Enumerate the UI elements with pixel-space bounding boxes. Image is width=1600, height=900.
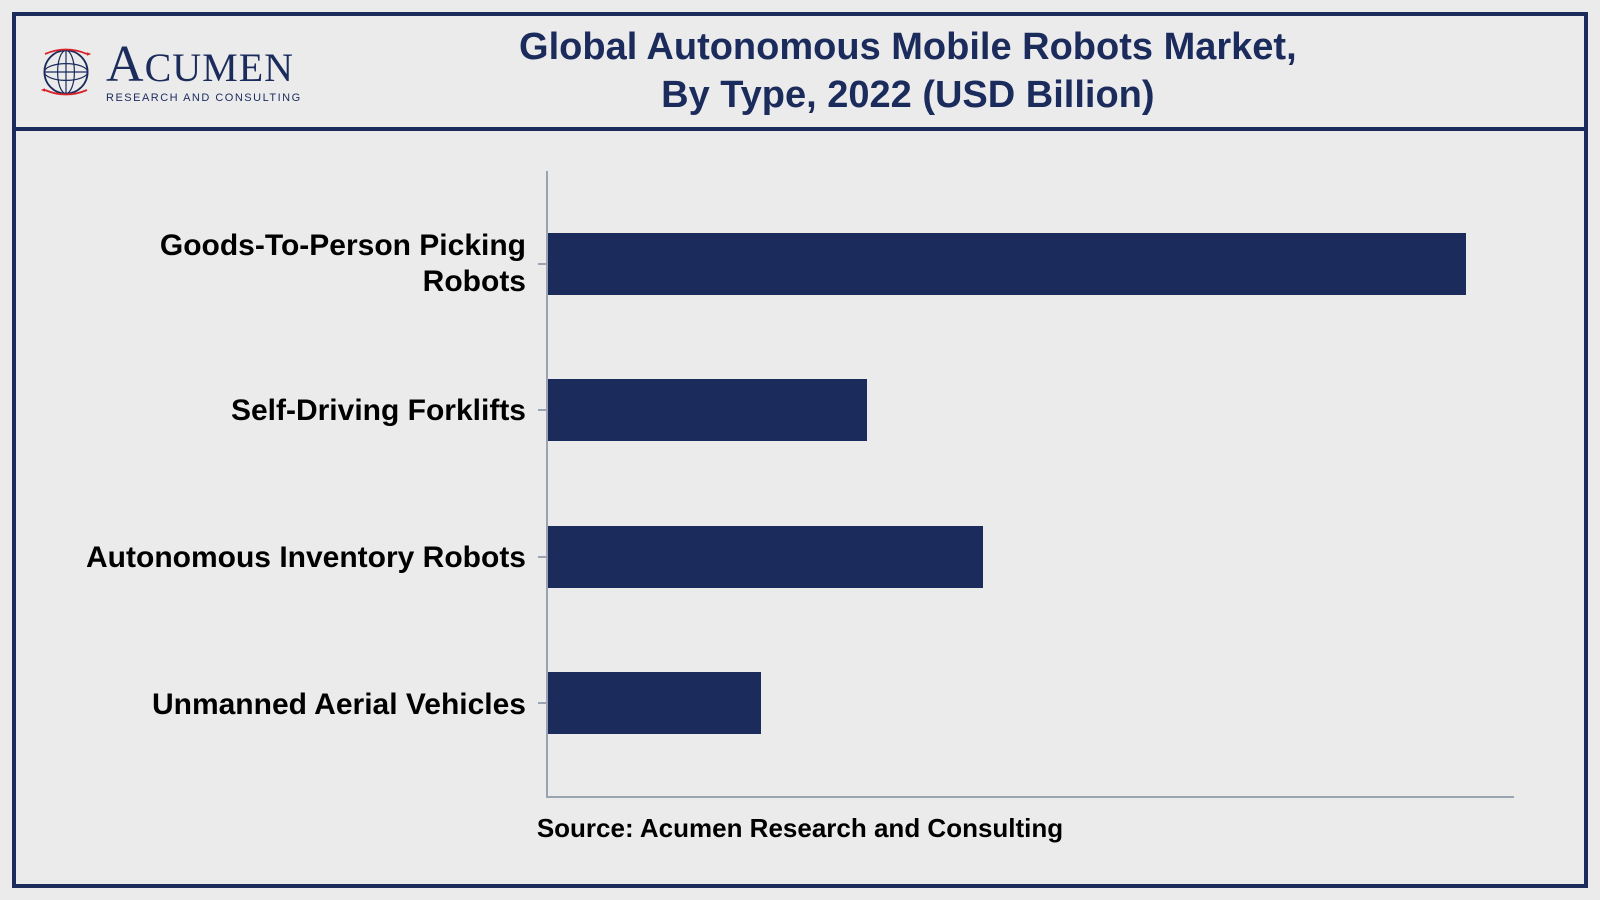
- axis-tick: [538, 409, 548, 411]
- brand-name: ACUMEN: [106, 39, 302, 91]
- axis-tick: [538, 263, 548, 265]
- bar: [548, 526, 983, 588]
- bar: [548, 233, 1466, 295]
- category-label: Autonomous Inventory Robots: [86, 488, 546, 628]
- title-line-1: Global Autonomous Mobile Robots Market,: [332, 24, 1484, 72]
- title-line-2: By Type, 2022 (USD Billion): [332, 72, 1484, 120]
- brand-tagline: RESEARCH AND CONSULTING: [106, 93, 302, 104]
- bar-chart: Goods-To-Person Picking Robots Self-Driv…: [86, 171, 1514, 798]
- header: ACUMEN RESEARCH AND CONSULTING Global Au…: [16, 16, 1584, 131]
- category-label: Goods-To-Person Picking Robots: [86, 194, 546, 334]
- bar-row: [548, 633, 1514, 773]
- bar-row: [548, 194, 1514, 334]
- axis-tick: [538, 702, 548, 704]
- globe-icon: [36, 42, 96, 102]
- category-label: Unmanned Aerial Vehicles: [86, 635, 546, 775]
- bar-row: [548, 487, 1514, 627]
- source-attribution: Source: Acumen Research and Consulting: [86, 798, 1514, 854]
- bar: [548, 672, 761, 734]
- brand-logo: ACUMEN RESEARCH AND CONSULTING: [36, 39, 302, 104]
- chart-area: Goods-To-Person Picking Robots Self-Driv…: [16, 131, 1584, 884]
- chart-title: Global Autonomous Mobile Robots Market, …: [332, 24, 1564, 119]
- category-labels: Goods-To-Person Picking Robots Self-Driv…: [86, 171, 546, 798]
- chart-container: ACUMEN RESEARCH AND CONSULTING Global Au…: [12, 12, 1588, 888]
- axis-tick: [538, 556, 548, 558]
- category-label: Self-Driving Forklifts: [86, 341, 546, 481]
- bar: [548, 379, 867, 441]
- plot-area: [546, 171, 1514, 798]
- brand-text: ACUMEN RESEARCH AND CONSULTING: [106, 39, 302, 104]
- bar-row: [548, 340, 1514, 480]
